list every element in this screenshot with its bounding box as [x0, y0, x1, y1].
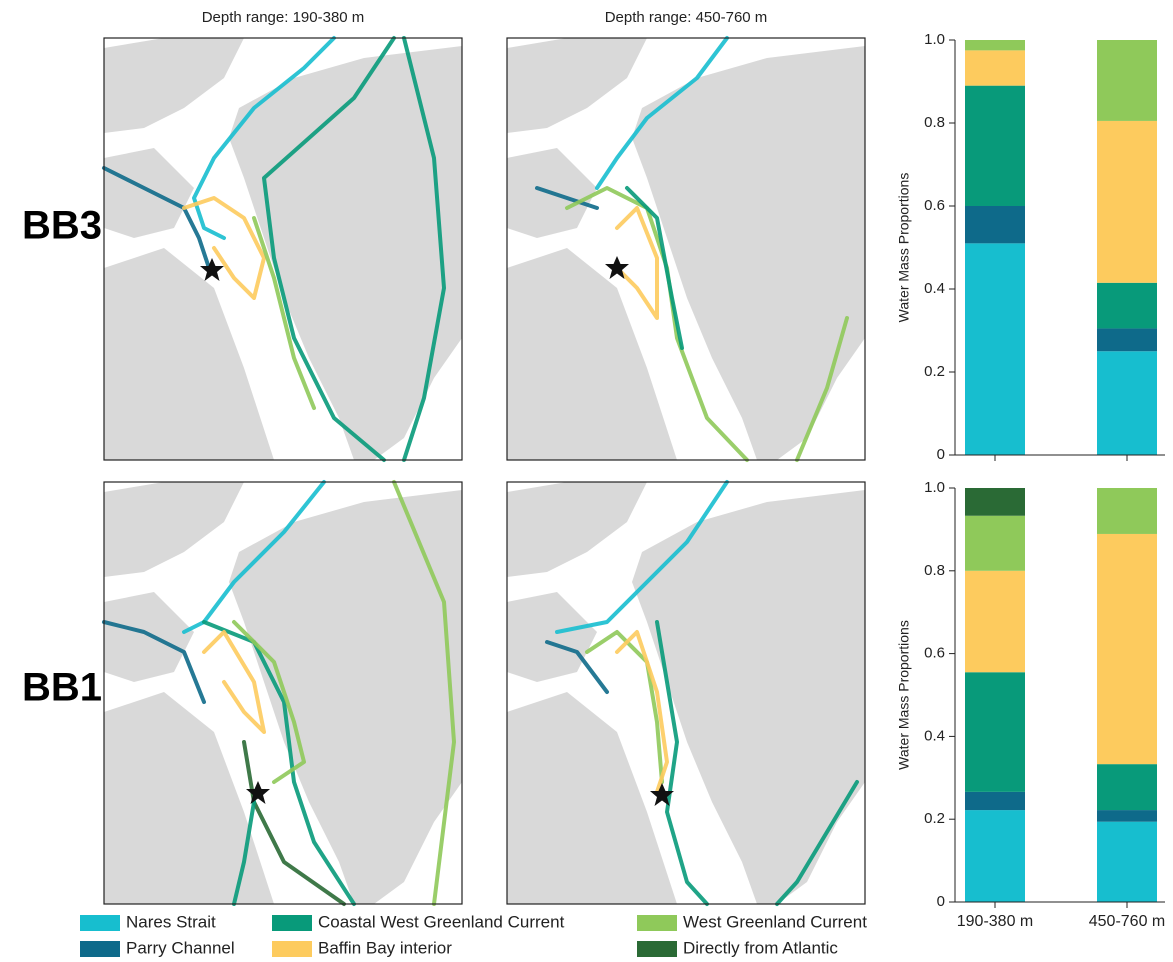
x-tick-label: 450-760 m	[1089, 913, 1166, 930]
map-title: Depth range: 450-760 m	[605, 9, 768, 26]
legend-swatch	[637, 915, 677, 931]
bar-segment	[965, 810, 1025, 902]
x-tick-label: 190-380 m	[957, 913, 1034, 930]
bar-segment	[965, 206, 1025, 243]
legend-label: West Greenland Current	[683, 912, 867, 931]
y-tick-label: 0.8	[924, 562, 945, 579]
legend-swatch	[637, 941, 677, 957]
y-tick-label: 0	[937, 446, 945, 463]
bar-segment	[965, 516, 1025, 571]
legend-label: Nares Strait	[126, 912, 216, 931]
figure: Depth range: 190-380 m Depth range: 450-…	[0, 0, 1173, 962]
bar-segment	[965, 571, 1025, 672]
y-tick-label: 0	[937, 893, 945, 910]
bar-segment	[1097, 283, 1157, 329]
panel-label: BB3	[22, 204, 102, 248]
legend-swatch	[80, 915, 120, 931]
map-panel	[507, 38, 865, 460]
bar-segment	[965, 86, 1025, 206]
y-tick-label: 0.2	[924, 810, 945, 827]
bar-segment	[965, 243, 1025, 455]
bar-segment	[965, 488, 1025, 516]
y-tick-label: 0.6	[924, 645, 945, 662]
panel-label: BB1	[22, 666, 102, 710]
y-tick-label: 0.4	[924, 280, 945, 297]
legend-label: Coastal West Greenland Current	[318, 912, 565, 931]
y-tick-label: 0.6	[924, 197, 945, 214]
map-title: Depth range: 190-380 m	[202, 9, 365, 26]
bar-segment	[1097, 40, 1157, 121]
bar-segment	[965, 672, 1025, 792]
y-tick-label: 1.0	[924, 31, 945, 48]
bar-segment	[1097, 810, 1157, 822]
map-panel	[104, 38, 462, 460]
legend-swatch	[272, 941, 312, 957]
y-tick-label: 0.8	[924, 114, 945, 131]
y-tick-label: 0.2	[924, 363, 945, 380]
y-tick-label: 0.4	[924, 727, 945, 744]
legend-label: Parry Channel	[126, 938, 235, 957]
bar-segment	[1097, 488, 1157, 534]
bar-segment	[1097, 822, 1157, 902]
legend-swatch	[80, 941, 120, 957]
bar-segment	[1097, 351, 1157, 455]
map-panel	[104, 482, 462, 904]
bar-segment	[965, 40, 1025, 50]
bar-segment	[1097, 121, 1157, 283]
bar-segment	[1097, 764, 1157, 810]
legend-swatch	[272, 915, 312, 931]
legend-label: Baffin Bay interior	[318, 938, 452, 957]
bar-segment	[1097, 534, 1157, 764]
bar-segment	[965, 50, 1025, 85]
y-axis-label: Water Mass Proportions	[896, 620, 912, 770]
legend-label: Directly from Atlantic	[683, 938, 838, 957]
y-axis-label: Water Mass Proportions	[896, 173, 912, 323]
y-tick-label: 1.0	[924, 479, 945, 496]
map-panel	[507, 482, 865, 904]
bar-segment	[965, 792, 1025, 810]
bar-segment	[1097, 328, 1157, 351]
